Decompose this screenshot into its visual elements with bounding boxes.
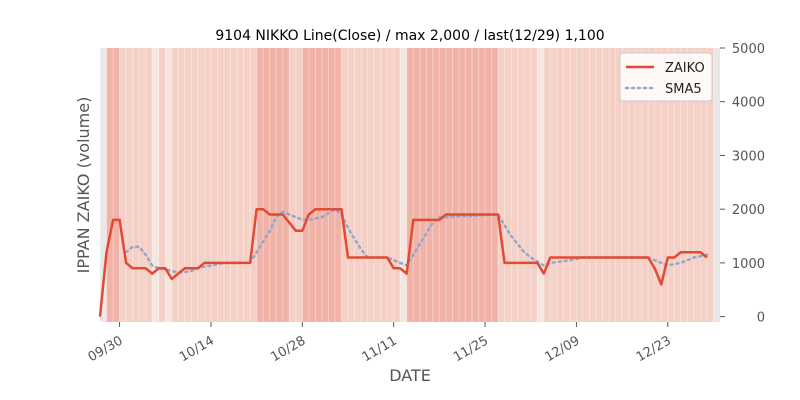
y-tick-label: 3000 (732, 149, 765, 164)
y-tick-label: 5000 (732, 42, 765, 57)
x-tick-label: 10/28 (268, 333, 308, 365)
x-tick-label: 11/25 (451, 333, 491, 365)
shaded-band-6 (171, 48, 257, 322)
y-axis-ticks: 0 1000 2000 3000 4000 5000 (720, 42, 765, 326)
shaded-band-1 (106, 48, 120, 322)
shaded-band-3 (152, 48, 159, 322)
x-tick-label: 09/30 (86, 333, 126, 365)
shaded-bands (99, 48, 720, 322)
legend-box (619, 52, 713, 102)
chart-title: 9104 NIKKO Line(Close) / max 2,000 / las… (215, 28, 604, 44)
shaded-band-9 (302, 48, 342, 322)
shaded-band-13 (498, 48, 538, 322)
shaded-band-10 (341, 48, 401, 322)
x-tick-label: 11/11 (360, 333, 400, 365)
x-tick-label: 12/23 (634, 333, 674, 365)
legend-label-zaiko: ZAIKO (665, 61, 705, 76)
shaded-band-14 (537, 48, 544, 322)
legend-label-sma5: SMA5 (665, 82, 702, 97)
x-tick-label: 12/09 (542, 333, 582, 365)
shaded-band-8 (289, 48, 303, 322)
shaded-band-7 (256, 48, 290, 322)
y-tick-label: 0 (757, 311, 765, 326)
x-axis-label: DATE (389, 366, 431, 385)
x-tick-label: 10/14 (177, 333, 217, 365)
series-lines (98, 207, 709, 317)
shaded-band-11 (400, 48, 407, 322)
shaded-band-2 (119, 48, 153, 322)
shaded-band-12 (406, 48, 499, 322)
shaded-band-0 (100, 48, 107, 322)
y-axis-label: IPPAN ZAIKO (volume) (74, 97, 93, 274)
shaded-band-4 (158, 48, 166, 322)
y-tick-label: 2000 (732, 203, 765, 218)
y-tick-label: 4000 (732, 96, 765, 111)
x-axis-ticks: 09/30 10/14 10/28 11/11 11/25 12/09 12/23 (86, 322, 674, 365)
y-tick-label: 1000 (732, 257, 765, 272)
series-line-zaiko (98, 207, 708, 317)
legend: ZAIKO SMA5 (619, 52, 713, 102)
shaded-band-17 (713, 48, 720, 322)
shaded-band-5 (165, 48, 172, 322)
